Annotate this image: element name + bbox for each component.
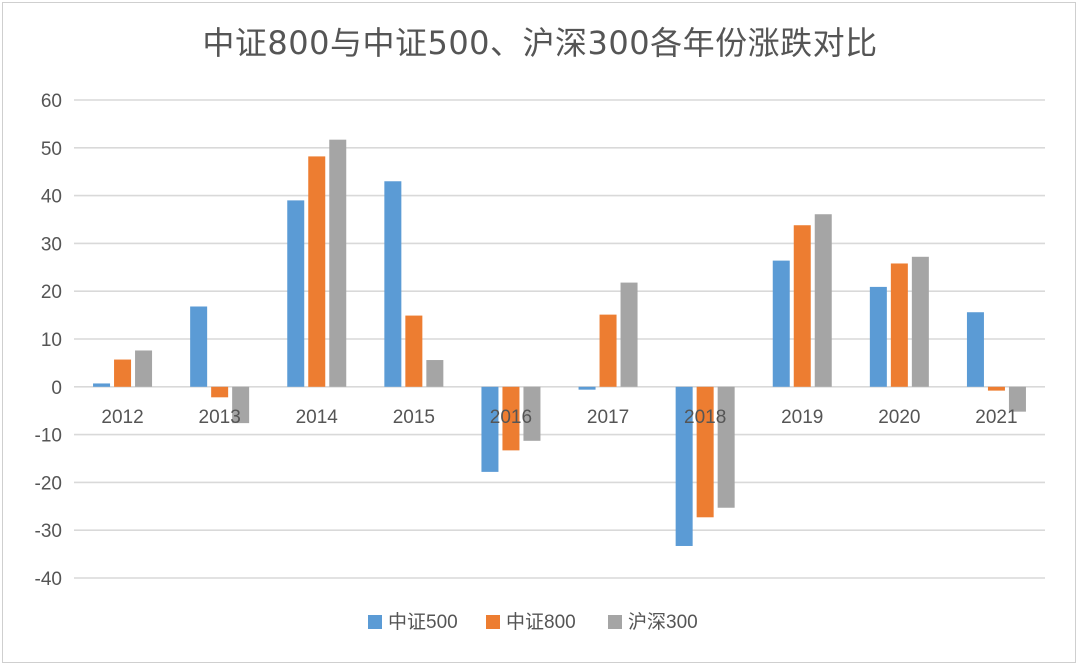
- y-tick-label: -20: [35, 473, 62, 494]
- y-tick-label: -40: [35, 569, 62, 590]
- bar-中证800-2018: [696, 386, 714, 518]
- legend: 中证500 中证800 沪深300: [368, 611, 698, 633]
- y-tick-label: 50: [41, 139, 62, 160]
- bar-沪深300-2012: [135, 350, 153, 387]
- bar-中证800-2013: [211, 386, 229, 398]
- x-category-label: 2013: [199, 407, 241, 428]
- y-tick-label: 40: [41, 187, 62, 208]
- bar-沪深300-2014: [329, 139, 347, 387]
- y-tick-label: 60: [41, 91, 62, 112]
- legend-swatch: [608, 615, 622, 629]
- bars: [93, 139, 1026, 546]
- bar-沪深300-2017: [620, 282, 638, 387]
- bar-中证500-2013: [190, 306, 208, 387]
- bar-中证500-2021: [966, 312, 984, 387]
- x-category-label: 2019: [781, 407, 823, 428]
- legend-swatch: [486, 615, 500, 629]
- bar-沪深300-2021: [1008, 386, 1026, 412]
- bar-中证500-2020: [869, 286, 887, 387]
- bar-中证500-2014: [287, 200, 305, 387]
- y-tick-label: 20: [41, 282, 62, 303]
- bar-中证500-2016: [481, 386, 499, 472]
- bar-中证800-2017: [599, 314, 617, 387]
- x-category-label: 2015: [393, 407, 435, 428]
- bar-中证800-2016: [502, 386, 520, 451]
- bar-中证800-2014: [308, 156, 326, 387]
- bar-中证500-2015: [384, 181, 402, 387]
- y-axis-tick-labels: 60 50 40 30 20 10 0 -10 -20 -30 -40: [35, 91, 62, 590]
- y-tick-label: 0: [51, 378, 62, 399]
- bar-中证500-2019: [772, 260, 790, 387]
- bar-沪深300-2019: [814, 214, 832, 387]
- y-tick-label: 10: [41, 330, 62, 351]
- y-tick-label: -10: [35, 426, 62, 447]
- legend-label: 中证500: [388, 611, 458, 633]
- bar-中证800-2020: [890, 263, 908, 387]
- bar-中证800-2019: [793, 225, 811, 387]
- x-category-label: 2020: [878, 407, 920, 428]
- y-tick-label: -30: [35, 521, 62, 542]
- bar-中证800-2015: [405, 315, 423, 387]
- bar-沪深300-2018: [717, 386, 735, 508]
- legend-label: 中证800: [506, 611, 576, 633]
- x-category-label: 2016: [490, 407, 532, 428]
- bar-中证800-2021: [987, 386, 1005, 391]
- bar-中证500-2018: [675, 386, 693, 546]
- bar-中证500-2017: [578, 386, 596, 390]
- bar-中证800-2012: [114, 359, 132, 387]
- x-category-label: 2017: [587, 407, 629, 428]
- y-tick-label: 30: [41, 234, 62, 255]
- x-category-label: 2014: [296, 407, 339, 428]
- x-axis-category-labels: 2012 2013 2014 2015 2016 2017 2018 2019 2020 2021: [101, 407, 1017, 428]
- chart-title: 中证800与中证500、沪深300各年份涨跌对比: [202, 24, 878, 62]
- legend-swatch: [368, 615, 382, 629]
- x-category-label: 2021: [975, 407, 1017, 428]
- bar-沪深300-2016: [523, 386, 541, 441]
- x-category-label: 2018: [684, 407, 726, 428]
- bar-沪深300-2013: [232, 386, 250, 424]
- legend-label: 沪深300: [628, 611, 698, 633]
- x-category-label: 2012: [101, 407, 143, 428]
- bar-中证500-2012: [93, 383, 111, 387]
- bar-沪深300-2015: [426, 360, 444, 387]
- bar-沪深300-2020: [911, 256, 929, 387]
